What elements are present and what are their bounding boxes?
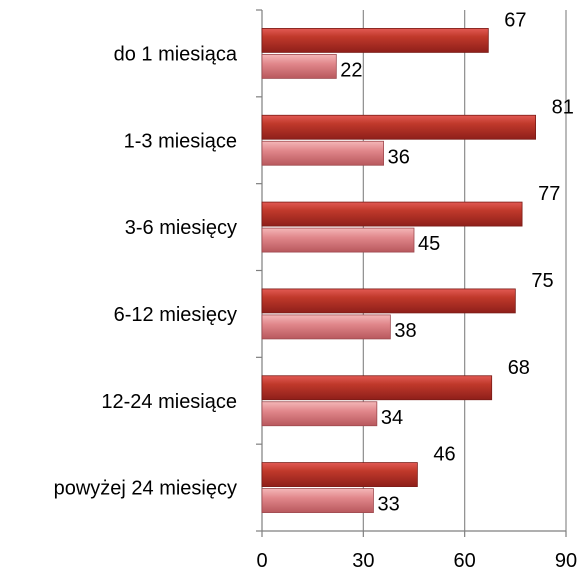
bar-series-1 [261,114,537,140]
bar-series-2 [261,140,384,166]
category-label: 6-12 miesięcy [114,304,237,326]
x-tick-label: 30 [352,550,374,572]
data-label: 75 [531,270,553,292]
bar-series-2 [261,488,374,513]
data-label: 67 [504,9,526,31]
bar-series-2 [261,54,337,79]
data-label: 77 [538,183,560,205]
data-label: 38 [394,320,416,342]
bar-series-2 [261,227,415,253]
data-label: 46 [433,444,455,466]
bar-series-1 [261,462,418,487]
category-label: 1-3 miesiące [124,130,237,152]
data-label: 81 [552,96,574,118]
category-label: 12-24 miesiące [101,391,237,413]
bar-series-2 [261,314,391,340]
bar-series-1 [261,375,493,401]
x-tick-label: 0 [256,550,267,572]
bar-series-1 [261,288,516,314]
category-label: do 1 miesiąca [114,43,238,65]
data-label: 68 [508,357,530,379]
bar-series-1 [261,201,523,227]
category-label: 3-6 miesięcy [125,217,237,239]
data-label: 45 [418,233,440,255]
bar-series-1 [261,28,489,53]
category-label: powyżej 24 miesięcy [54,478,237,500]
data-label: 36 [388,146,410,168]
x-tick-label: 60 [454,550,476,572]
data-label: 22 [340,59,362,81]
data-label: 33 [377,494,399,516]
x-tick-label: 90 [555,550,577,572]
data-label: 34 [381,407,403,429]
bar-series-2 [261,401,378,427]
